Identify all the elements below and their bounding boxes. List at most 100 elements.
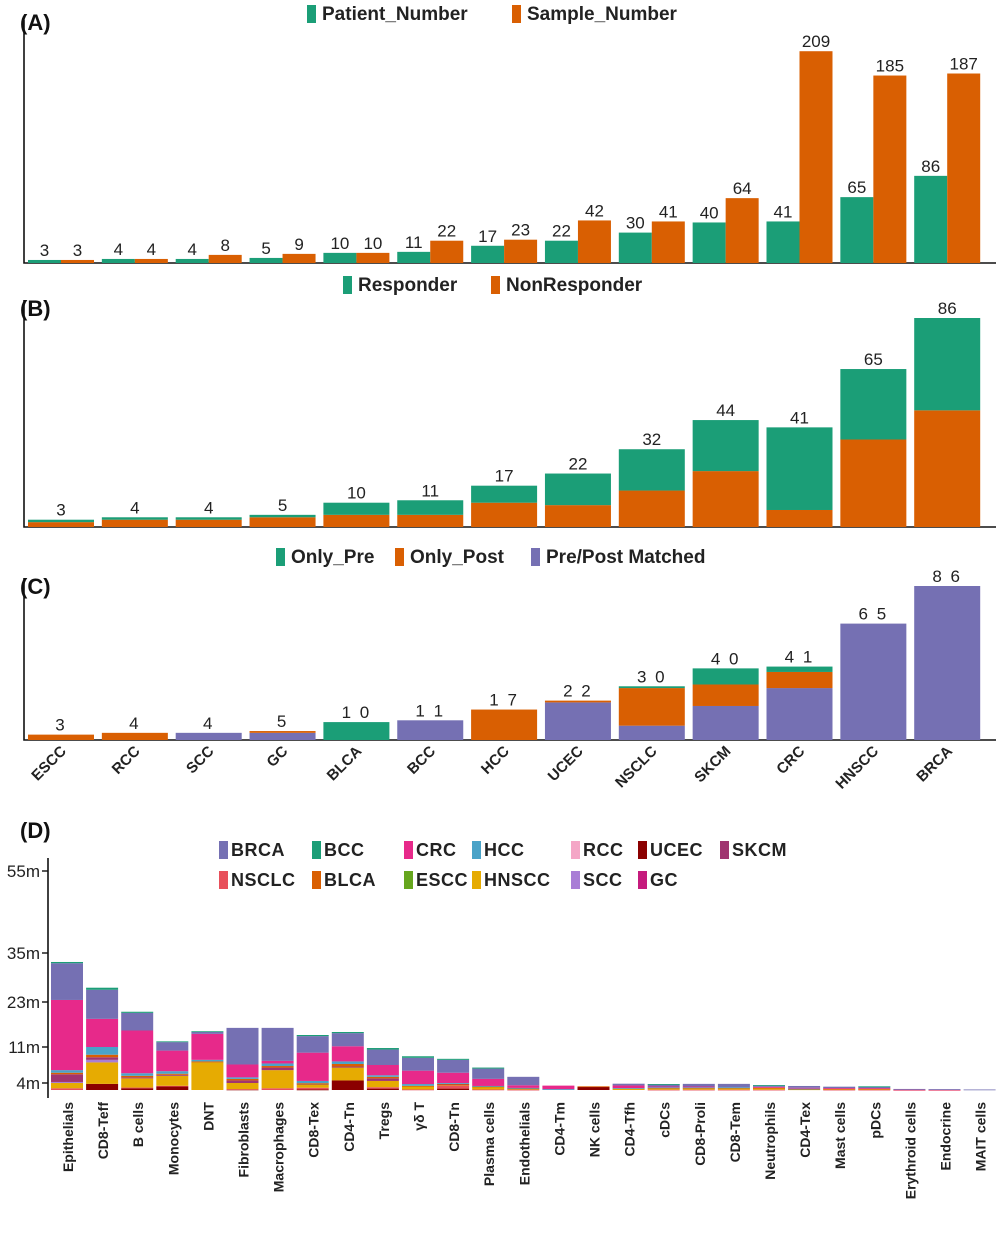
data-label-b-escc: 3 [56,501,65,520]
data-label-a-sample-number-brca: 187 [950,55,978,74]
x-tick-d-epithelials: Epithelials [60,1102,76,1172]
data-label-b-skcm: 44 [716,401,735,420]
bar-d-skcm-cd8-tex [296,1083,329,1085]
bar-d-ucec-cd8-tex [296,1089,329,1091]
bar-d-ucec-monocytes [156,1086,189,1090]
bar-d-crc-mast-cells [823,1088,856,1089]
bar-d-brca-cdcs [647,1084,680,1087]
bar-a-patient-number-gc [249,257,283,263]
data-label-a-patient-number-hnscc: 65 [847,178,866,197]
bar-d-brca-mait-cells [963,1089,996,1091]
bar-d-brca-neutrophils [753,1085,785,1087]
legend-label-responder: Responder [358,275,458,296]
bar-a-patient-number-escc [28,259,61,263]
bar-d-blca-b-cells [121,1075,154,1078]
legend-swatch-d-brca [219,841,228,859]
legend-swatch-d-blca [312,871,321,889]
data-label-c-hcc: 1 7 [489,691,519,710]
bar-c-pre-post-matched-bcc [397,720,464,740]
bar-b-nonresponder-hcc [471,502,538,527]
bar-d-nsclc-epithelials [51,1088,83,1090]
bar-b-nonresponder-ucec [544,505,611,527]
bar-b-responder-hcc [471,485,538,503]
bar-d-bcc-tregs [366,1048,399,1050]
x-tick-d-dnt: DNT [200,1102,216,1131]
panel-label-a: (A) [20,10,51,35]
bar-b-responder-skcm [692,420,759,472]
legend-swatch-d-gc [638,871,647,889]
x-tick-d-macrophages: Macrophages [271,1102,287,1192]
bar-c-pre-post-matched-scc [175,732,242,740]
bar-a-patient-number-ucec [544,240,578,263]
bar-d-blca-cd8-teff [86,1054,119,1058]
legend-label-d-bcc: BCC [324,840,365,860]
legend-label-d-scc: SCC [583,870,623,890]
x-tick-skcm: SKCM [691,743,734,786]
bar-d-brca-epithelials [51,963,83,1000]
bar-d-nsclc-cd8-tem [717,1089,750,1091]
bar-b-responder-hnscc [840,369,907,440]
data-label-c-rcc: 4 [129,714,140,733]
legend-swatch-responder [343,276,352,294]
bar-d-hcc-plasma-cells [472,1085,505,1087]
bar-b-nonresponder-crc [766,509,833,527]
bar-d-hcc-cd4-tfh [612,1088,645,1089]
bar-b-nonresponder-brca [914,410,981,527]
bar-d-crc-fibroblasts [226,1064,259,1078]
data-label-c-brca: 8 6 [932,567,962,586]
data-label-a-patient-number-gc: 5 [261,239,270,258]
bar-d-scc-epithelials [51,1081,83,1083]
bar-d-nsclc-fibroblasts [226,1089,259,1090]
x-tick-gc: GC [263,743,291,771]
bar-b-responder-rcc [101,517,168,520]
bar-b-nonresponder-skcm [692,471,759,527]
x-tick-d-t: γδ T [411,1102,427,1131]
bar-d-crc-tregs [366,1065,399,1076]
data-label-c-ucec: 2 2 [563,682,593,701]
data-label-c-blca: 1 0 [342,703,372,722]
bar-d-ucec-cd8-teff [86,1083,119,1090]
bar-a-sample-number-skcm [725,198,759,263]
bar-d-blca-macrophages [261,1066,294,1068]
bar-d-bcc-cdcs [647,1084,680,1085]
legend-label-d-blca: BLCA [324,870,376,890]
bar-b-nonresponder-gc [249,517,316,527]
bar-d-hnscc-epithelials [51,1083,83,1089]
bar-d-nsclc-monocytes [156,1085,189,1087]
legend-swatch-d-hcc [472,841,481,859]
data-label-a-patient-number-escc: 3 [40,241,49,260]
bar-a-sample-number-crc [799,51,833,263]
data-label-a-patient-number-nsclc: 30 [626,214,645,233]
bar-c-pre-post-matched-brca [914,586,981,740]
bar-a-sample-number-bcc [430,240,464,263]
legend-label-nonresponder: NonResponder [506,275,643,296]
x-tick-d-mait-cells: MAIT cells [973,1102,989,1171]
x-tick-scc: SCC [183,743,218,778]
data-label-b-hnscc: 65 [864,350,883,369]
bar-d-bcc-cd8-teff [86,987,119,990]
bar-d-hcc-endothelials [507,1087,540,1089]
panel-label-b: (B) [20,296,51,321]
x-tick-d-b-cells: B cells [130,1102,146,1147]
bar-d-crc-endothelials [507,1085,540,1088]
bar-a-sample-number-blca [356,252,390,263]
legend-swatch-nonresponder [491,276,500,294]
legend-label-d-nsclc: NSCLC [231,870,296,890]
bar-a-sample-number-scc [208,254,242,263]
y-tick-label-d-2: 23m [7,993,40,1012]
bar-d-crc-cd8-tex [296,1052,329,1081]
bar-d-ucec-nk-cells [577,1086,610,1090]
data-label-b-bcc: 11 [421,481,439,500]
bar-b-responder-crc [766,427,833,510]
x-tick-d-neutrophils: Neutrophils [762,1102,778,1180]
bar-d-brca-cd4-tn [331,1033,364,1047]
bar-c-only-post-rcc [101,732,168,740]
bar-a-sample-number-escc [61,259,94,263]
bar-d-nsclc-tregs [366,1087,399,1089]
legend-swatch-only-pre [276,548,285,566]
bar-d-nsclc-t [402,1089,434,1091]
bar-d-bcc-pdcs [858,1086,891,1088]
bar-d-bcc-dnt [191,1031,224,1033]
legend-label-pre-post-matched: Pre/Post Matched [546,547,705,568]
legend-label-d-gc: GC [650,870,678,890]
